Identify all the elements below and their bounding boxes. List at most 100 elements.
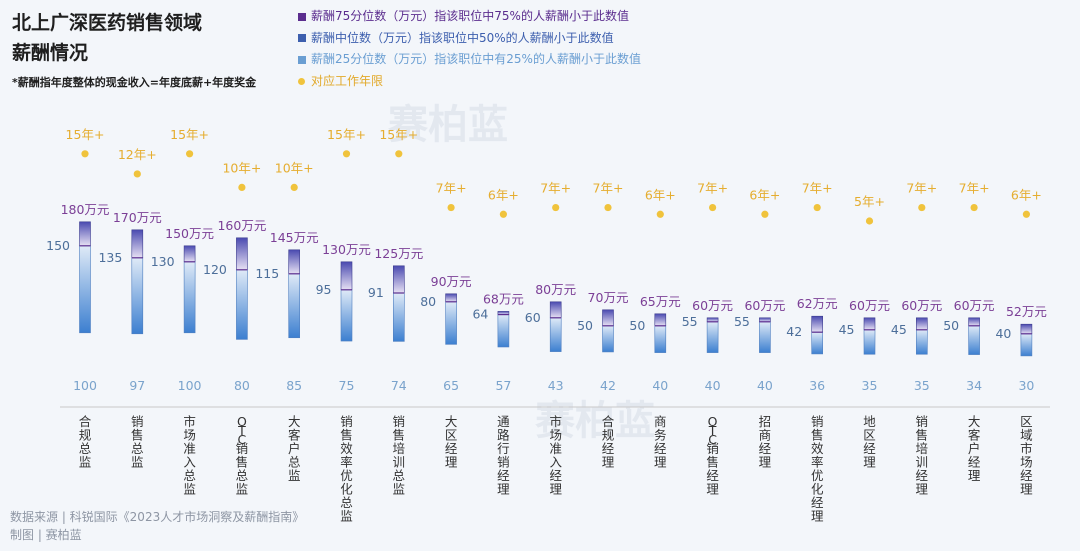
bar-upper-p75 — [183, 245, 196, 263]
legend-swatch-p75 — [298, 12, 306, 21]
median-label: 55 — [682, 314, 698, 329]
bar-group: 170万元 135 97 12年+ 销售总监 — [98, 147, 161, 470]
years-dot — [918, 203, 926, 212]
category-label: 销售总监 — [131, 414, 144, 470]
bar-lower-p25 — [863, 329, 876, 355]
years-dot — [81, 150, 89, 158]
p75-label: 62万元 — [797, 296, 838, 311]
p75-label: 170万元 — [113, 210, 162, 225]
years-dot — [813, 203, 821, 212]
p25-label: 57 — [495, 378, 511, 393]
bar-upper-p75 — [131, 229, 144, 259]
bar-lower-p25 — [79, 245, 91, 334]
category-label: 销售效率优化总监 — [340, 414, 353, 524]
years-label: 15年+ — [327, 127, 366, 142]
median-label: 91 — [368, 285, 384, 300]
bar-group: 65万元 50 40 6年+ 商务经理 — [629, 187, 680, 469]
bar-lower-p25 — [602, 325, 614, 353]
p75-label: 145万元 — [270, 230, 319, 245]
p75-label: 70万元 — [588, 290, 629, 305]
legend-item-p75: 薪酬75分位数（万元）指该职位中75%的人薪酬小于此数值 — [298, 6, 641, 28]
p25-label: 85 — [286, 378, 302, 393]
bar-upper-p75 — [392, 265, 405, 294]
category-label: 销售培训总监 — [393, 414, 406, 497]
years-dot — [342, 150, 351, 158]
p75-label: 60万元 — [849, 298, 890, 313]
category-label: 销售培训经理 — [916, 414, 929, 497]
p75-label: 150万元 — [165, 226, 214, 241]
watermark-bottom: 赛柏蓝 — [535, 398, 655, 444]
years-label: 7年+ — [540, 181, 571, 196]
legend-swatch-p25 — [298, 55, 306, 64]
legend-item-p25: 薪酬25分位数（万元）指该职位中有25%的人薪酬小于此数值 — [298, 49, 641, 71]
p25-label: 65 — [443, 378, 459, 393]
years-dot — [499, 210, 507, 218]
bar-group: 180万元 150 100 15年+ 合规总监 — [46, 127, 109, 470]
median-label: 115 — [255, 266, 279, 281]
p25-label: 100 — [73, 378, 97, 393]
source: 数据来源 | 科锐国际《2023人才市场洞察及薪酬指南》 制图 | 赛柏蓝 — [10, 508, 304, 544]
chart-title-line-2: 薪酬情况 — [12, 42, 89, 64]
legend-dot-years — [298, 77, 305, 85]
source-line-1: 数据来源 | 科锐国际《2023人才市场洞察及薪酬指南》 — [10, 510, 305, 524]
years-label: 7年+ — [959, 181, 990, 196]
bar-lower-p25 — [131, 257, 144, 335]
median-label: 150 — [46, 238, 70, 253]
category-label: 区域市场经理 — [1020, 414, 1033, 497]
source-line-2: 制图 | 赛柏蓝 — [10, 528, 82, 542]
median-label: 95 — [316, 282, 332, 297]
bar-upper-p75 — [549, 301, 562, 319]
bar-upper-p75 — [445, 293, 457, 303]
years-label: 7年+ — [906, 181, 937, 196]
p25-label: 34 — [966, 378, 982, 393]
bar-upper-p75 — [1020, 323, 1033, 335]
median-label: 50 — [629, 318, 645, 333]
years-dot — [290, 183, 298, 191]
years-label: 7年+ — [436, 181, 467, 196]
p25-label: 35 — [862, 378, 878, 393]
p25-label: 97 — [129, 378, 145, 393]
years-label: 7年+ — [802, 181, 833, 196]
bar-lower-p25 — [654, 325, 667, 353]
years-dot — [656, 210, 664, 218]
p25-label: 75 — [339, 378, 355, 393]
bar-upper-p75 — [288, 249, 301, 275]
p25-label: 74 — [391, 378, 407, 393]
years-label: 7年+ — [697, 181, 728, 196]
years-label: 15年+ — [379, 127, 418, 142]
years-dot — [1022, 210, 1030, 218]
years-label: 15年+ — [170, 127, 209, 142]
median-label: 42 — [786, 324, 802, 339]
p75-label: 80万元 — [535, 282, 576, 297]
category-label: 大客户经理 — [968, 414, 981, 483]
bar-lower-p25 — [759, 321, 771, 353]
years-label: 6年+ — [488, 187, 519, 202]
bar-group: 60万元 50 34 7年+ 大客户经理 — [943, 181, 994, 483]
p75-label: 65万元 — [640, 294, 681, 309]
bar-group: 70万元 50 42 7年+ 合规经理 — [577, 181, 628, 470]
category-label: 通路行销经理 — [497, 414, 510, 497]
bar-lower-p25 — [1020, 333, 1033, 357]
p75-label: 68万元 — [483, 291, 524, 306]
bar-group: 62万元 42 36 7年+ 销售效率优化经理 — [786, 181, 837, 524]
bar-lower-p25 — [392, 292, 405, 342]
bar-lower-p25 — [706, 321, 719, 353]
years-dot — [970, 203, 978, 212]
p75-label: 60万元 — [954, 298, 995, 313]
years-dot — [604, 203, 612, 212]
category-label: 大客户总监 — [288, 414, 301, 483]
bar-group: 90万元 80 65 7年+ 大区经理 — [420, 181, 471, 470]
p75-label: 52万元 — [1006, 304, 1047, 319]
category-label: 销售效率优化经理 — [811, 414, 824, 524]
p75-label: 60万元 — [692, 298, 733, 313]
p75-label: 60万元 — [901, 298, 942, 313]
p75-label: 180万元 — [61, 202, 110, 217]
bar-upper-p75 — [811, 315, 824, 333]
years-label: 7年+ — [593, 181, 624, 196]
legend-label-p75: 薪酬75分位数（万元）指该职位中75%的人薪酬小于此数值 — [311, 9, 629, 23]
years-dot — [865, 217, 874, 225]
p75-label: 90万元 — [431, 274, 472, 289]
bar-upper-p75 — [654, 313, 667, 327]
